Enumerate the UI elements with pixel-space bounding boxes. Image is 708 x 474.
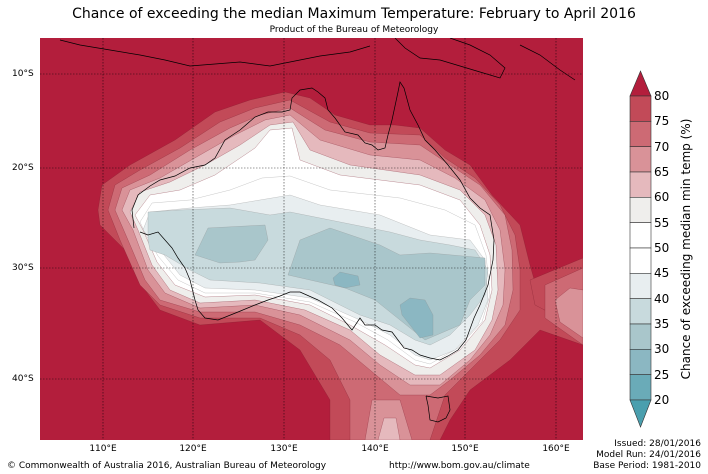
colorbar-tick-label: 25 [654,367,670,382]
colorbar-segment [629,171,652,198]
colorbar-segment [629,374,652,401]
colorbar-segment [629,298,652,325]
colorbar-tick-label: 20 [654,393,670,407]
lon-label: 130°E [270,444,298,454]
lat-label: 20°S [12,163,34,173]
pacific-islands-coastline [519,44,576,81]
colorbar-segment [629,323,652,350]
contour-30-west [194,224,269,264]
base-period: Base Period: 1981-2010 [593,461,701,471]
graticule [40,38,583,440]
colorbar-under-triangle [629,399,652,428]
colorbar-tick-label: 50 [654,241,670,255]
model-run-date: Model Run: 24/01/2016 [596,450,701,460]
colorbar-tick-label: 60 [654,190,670,205]
colorbar-tick-label: 45 [654,266,670,281]
lon-label: 150°E [451,444,479,454]
colorbar-tick-label: 35 [654,317,670,331]
australia-coastline [131,81,495,361]
colorbar [629,70,652,428]
colorbar-tick-label: 80 [654,89,670,103]
colorbar-tick-label: 70 [654,139,670,154]
contour-25-b [399,297,434,339]
coastline [59,38,576,423]
colorbar-label: Chance of exceeding median min temp (%) [679,118,693,380]
colorbar-tick-label: 75 [654,114,670,129]
colorbar-segment [629,349,652,375]
colorbar-segment [629,273,652,299]
colorbar-tick-label: 40 [654,291,670,306]
colorbar-tick-label: 30 [654,342,670,357]
colorbar-over-triangle [629,70,652,97]
probability-map [40,38,583,440]
lon-label: 120°E [179,444,207,454]
contour-30-central [287,227,486,341]
contour-60-south [377,417,401,440]
lat-label: 40°S [12,374,34,384]
colorbar-segment [629,247,652,274]
colorbar-segment [629,222,652,249]
colorbar-tick-label: 55 [654,215,670,230]
bom-url-link[interactable]: http://www.bom.gov.au/climate [389,461,530,471]
lon-label: 110°E [89,444,117,454]
colorbar-segment [629,197,652,223]
copyright-text: © Commonwealth of Australia 2016, Austra… [7,461,327,471]
tasmania-coastline [425,395,451,423]
lat-label: 30°S [12,263,34,273]
indonesia-coastline [59,39,371,67]
colorbar-segment [629,146,652,173]
map-title: Chance of exceeding the median Maximum T… [72,6,636,22]
lon-label: 160°E [542,444,570,454]
lon-label: 140°E [361,444,389,454]
lat-label: 10°S [12,69,34,79]
contour-25-a [332,271,361,289]
map-subtitle: Product of the Bureau of Meteorology [269,25,439,35]
new-guinea-coastline [394,38,506,79]
issued-date: Issued: 28/01/2016 [614,439,701,449]
contour-65-east [554,287,583,339]
colorbar-segment [629,121,652,147]
colorbar-segment [629,95,652,122]
colorbar-tick-label: 65 [654,165,670,179]
